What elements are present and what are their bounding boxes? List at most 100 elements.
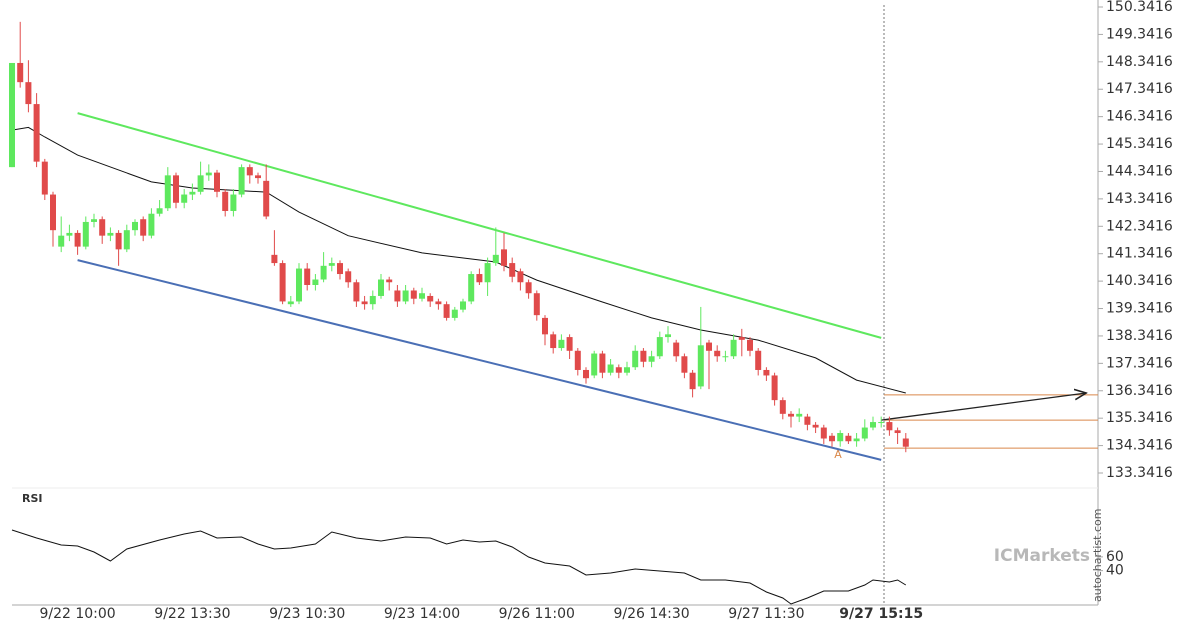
candle-body: [82, 221, 89, 247]
candle-body: [615, 367, 622, 373]
projection-arrow: [881, 393, 1086, 421]
candle-body: [796, 413, 803, 417]
y-tick-label: 136.3416: [1106, 383, 1173, 399]
candle-body: [460, 301, 466, 310]
channel-lower: [77, 259, 882, 461]
candle-body: [558, 339, 565, 349]
candle-body: [181, 194, 188, 203]
candle-body: [320, 265, 327, 280]
candle-body: [820, 427, 827, 439]
candle-body: [763, 369, 770, 376]
y-tick-label: 138.3416: [1106, 328, 1173, 344]
candle-body: [214, 172, 220, 192]
candle-body: [853, 438, 860, 442]
y-tick-label: 141.3416: [1106, 246, 1173, 262]
candle-body: [296, 268, 302, 302]
y-tick-label: 149.3416: [1106, 26, 1173, 42]
candle-body: [345, 271, 352, 283]
candle-body: [681, 356, 688, 373]
candle-body: [386, 279, 393, 283]
candle-body: [173, 175, 179, 203]
candle-body: [419, 293, 425, 299]
rsi-tick-label: 60: [1106, 549, 1124, 565]
candle-body: [9, 62, 15, 168]
candle-body: [115, 232, 122, 250]
candle-body: [58, 235, 65, 247]
candle-body: [205, 172, 212, 176]
moving-average: [11, 126, 906, 394]
candle-body: [189, 191, 196, 195]
candle-body: [771, 375, 778, 401]
candle-body: [829, 435, 835, 442]
x-tick-label: 9/27 11:30: [728, 606, 804, 622]
candle-body: [738, 337, 745, 340]
candle-body: [886, 422, 893, 431]
x-tick-label: 9/23 14:00: [384, 606, 460, 622]
x-tick-label: 9/22 13:30: [154, 606, 230, 622]
candle-body: [123, 230, 130, 250]
candle-body: [689, 372, 696, 390]
x-tick-label: 9/26 11:00: [499, 606, 575, 622]
rsi-label: RSI: [22, 492, 43, 505]
candle-body: [492, 254, 499, 264]
x-tick-label: 9/27 15:15: [839, 606, 923, 622]
candle-body: [730, 339, 737, 357]
candle-body: [222, 191, 229, 211]
y-tick-label: 139.3416: [1106, 301, 1173, 317]
candle-body: [607, 364, 614, 373]
candle-body: [66, 232, 73, 236]
candle-body: [148, 213, 155, 236]
candle-body: [41, 161, 48, 195]
candle-body: [255, 175, 261, 179]
candle-body: [443, 304, 450, 318]
candle-body: [894, 430, 901, 434]
candle-body: [755, 350, 762, 370]
candle-body: [788, 413, 794, 417]
channel-upper: [77, 112, 882, 339]
y-tick-label: 144.3416: [1106, 163, 1173, 179]
candle-body: [74, 232, 81, 247]
candle-body: [599, 353, 606, 373]
candle-body: [25, 82, 32, 105]
candle-body: [246, 167, 253, 176]
y-tick-label: 137.3416: [1106, 355, 1173, 371]
candle-body: [263, 180, 270, 217]
candle-body: [402, 290, 409, 302]
candle-body: [427, 295, 434, 302]
candle-body: [238, 167, 245, 195]
candle-body: [468, 274, 475, 302]
y-tick-label: 133.3416: [1106, 465, 1173, 481]
candle-body: [279, 263, 286, 302]
candle-body: [804, 416, 811, 425]
rsi-line: [11, 529, 907, 605]
credit: autochartist.com: [1091, 509, 1104, 602]
candle-body: [484, 263, 491, 283]
candle-body: [328, 263, 335, 266]
candle-body: [566, 337, 573, 351]
candle-body: [107, 232, 114, 236]
y-tick-label: 142.3416: [1106, 218, 1173, 234]
candle-body: [624, 367, 630, 373]
candle-body: [837, 433, 844, 442]
candle-body: [197, 175, 204, 192]
x-tick-label: 9/22 10:00: [39, 606, 115, 622]
candle-body: [542, 317, 548, 335]
candle-body: [722, 356, 729, 358]
candle-body: [337, 263, 343, 275]
candle-body: [697, 345, 704, 387]
y-tick-label: 143.3416: [1106, 191, 1173, 207]
y-tick-label: 150.3416: [1106, 0, 1173, 15]
candle-body: [533, 293, 540, 316]
candle-body: [501, 249, 507, 266]
candle-body: [17, 62, 24, 83]
candle-body: [140, 219, 147, 236]
candle-body: [902, 438, 909, 447]
candle-body: [164, 175, 171, 209]
x-tick-label: 9/23 10:30: [269, 606, 345, 622]
y-tick-label: 147.3416: [1106, 81, 1173, 97]
candle-body: [361, 301, 368, 305]
candle-body: [271, 254, 278, 264]
candle-body: [861, 427, 868, 439]
